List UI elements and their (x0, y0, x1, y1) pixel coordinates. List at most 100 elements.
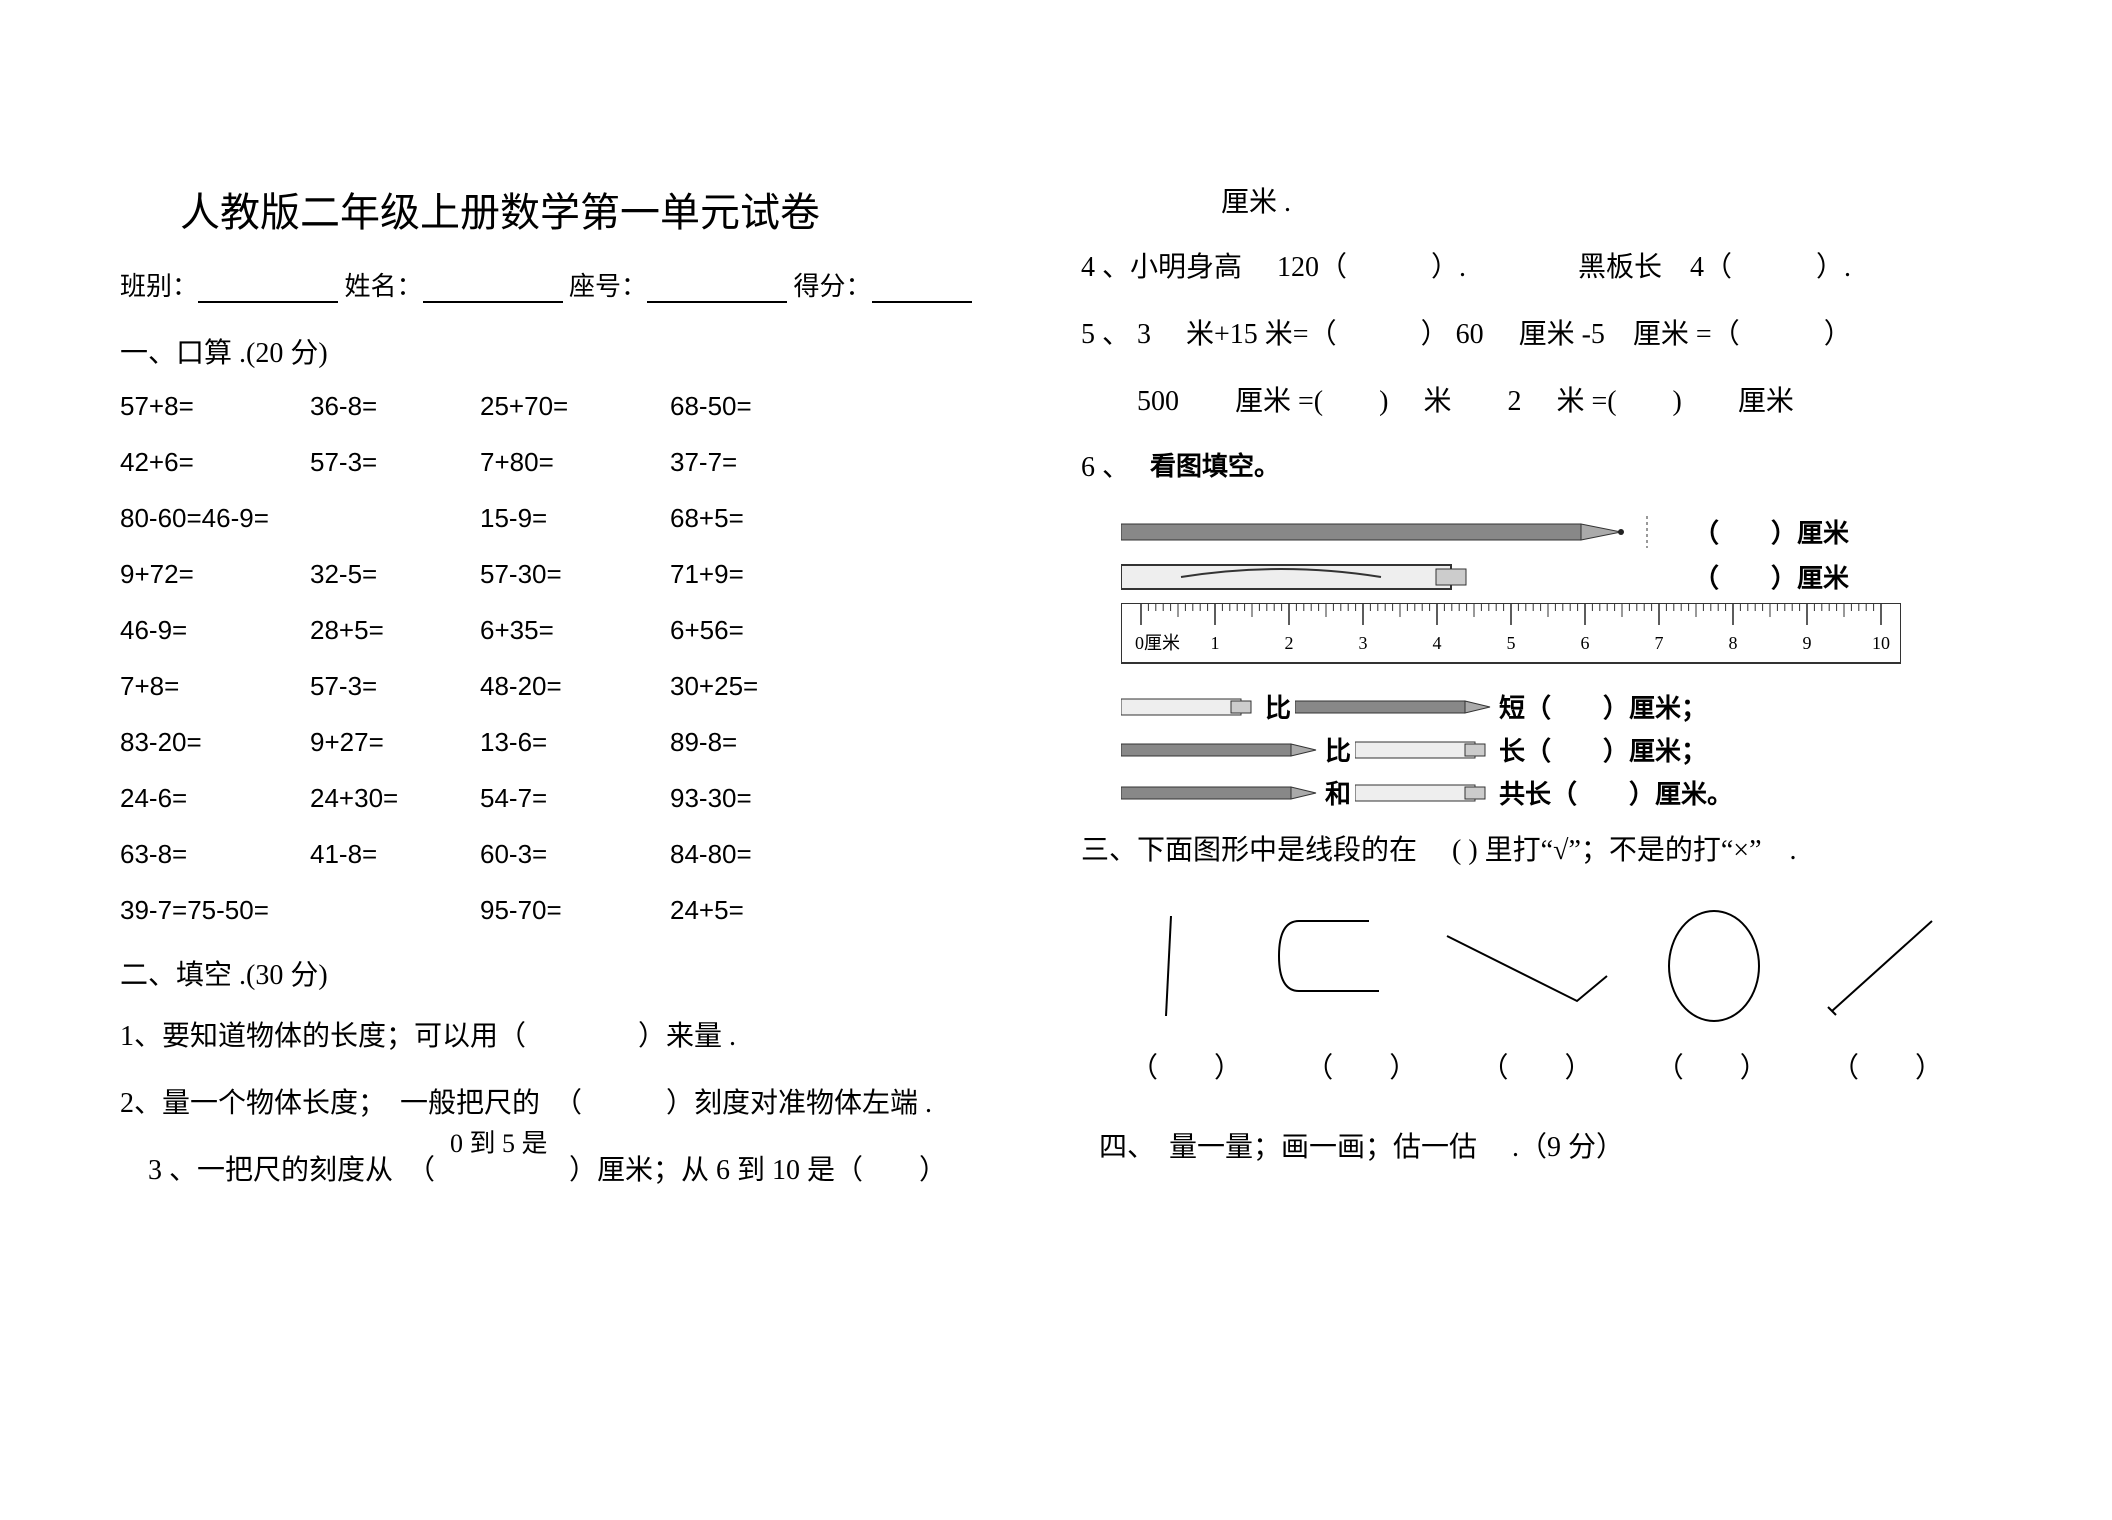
shape-ellipse-icon (1654, 906, 1774, 1026)
math-cell: 24-6= (120, 785, 310, 811)
math-cell: 93-30= (670, 785, 840, 811)
cm-continuation: 厘米 . (1081, 180, 1992, 220)
math-cell: 46-9= (120, 617, 310, 643)
knife-row: （ ）厘米 (1121, 558, 1961, 595)
q2-3-mid: 0 到 5 是 (450, 1123, 548, 1165)
math-cell: 84-80= (670, 841, 840, 867)
svg-text:10: 10 (1872, 633, 1890, 653)
shape-diagonal-segment-icon (1812, 906, 1952, 1026)
math-cell: 57-3= (310, 673, 480, 699)
figure-6: （ ）厘米 （ ）厘米 0厘米12345678910 (1121, 513, 1961, 811)
math-cell: 95-70= (480, 897, 670, 923)
pencil-cm-label: （ ）厘米 (1693, 513, 1849, 550)
ruler: 0厘米12345678910 (1121, 603, 1961, 678)
math-cell: 37-7= (670, 449, 840, 475)
shape-s-curve-icon (1259, 906, 1399, 1026)
svg-text:5: 5 (1507, 633, 1516, 653)
math-row: 42+6= 57-3= 7+80= 37-7= (120, 449, 1031, 475)
math-cell: 57-30= (480, 561, 670, 587)
cmp1-b: 短（ ）厘米； (1499, 688, 1707, 725)
math-cell: 63-8= (120, 841, 310, 867)
pencil-icon (1121, 516, 1641, 548)
q2-4: 4 、小明身高 120（ ）. 黑板长 4（ ）. (1081, 246, 1992, 291)
svg-text:1: 1 (1211, 633, 1220, 653)
math-cell: 7+8= (120, 673, 310, 699)
left-column: 人教版二年级上册数学第一单元试卷 班别： 姓名： 座号： 得分： 一、口算 .(… (120, 180, 1061, 1215)
math-row: 80-60=46-9= 15-9= 68+5= (120, 505, 1031, 531)
q2-3a: 3 、一把尺的刻度从 （ (120, 1155, 435, 1186)
svg-text:8: 8 (1729, 633, 1738, 653)
math-cell: 60-3= (480, 841, 670, 867)
cmp1-a: 比 (1265, 688, 1291, 725)
math-cell: 39-7=75-50= (120, 897, 480, 923)
shape-vertical-line-icon (1121, 906, 1221, 1026)
math-cell: 71+9= (670, 561, 840, 587)
svg-text:4: 4 (1433, 633, 1442, 653)
math-row: 24-6= 24+30= 54-7= 93-30= (120, 785, 1031, 811)
small-knife-icon (1121, 695, 1261, 719)
shapes-row (1081, 896, 1992, 1036)
cmp3-b: 共长（ ）厘米。 (1499, 774, 1733, 811)
math-cell: 24+30= (310, 785, 480, 811)
svg-text:2: 2 (1285, 633, 1294, 653)
math-cell: 68-50= (670, 393, 840, 419)
math-cell: 89-8= (670, 729, 840, 755)
paren-blank[interactable]: （ ） (1822, 1046, 1952, 1086)
q6-num: 6 、 (1081, 446, 1130, 491)
seat-label: 座号： (569, 272, 647, 301)
exam-title: 人教版二年级上册数学第一单元试卷 (120, 180, 1031, 238)
section4-title: 四、 量一量；画一画；估一估 .（9 分） (1081, 1126, 1992, 1171)
math-row: 57+8= 36-8= 25+70= 68-50= (120, 393, 1031, 419)
math-row: 39-7=75-50= 95-70= 24+5= (120, 897, 1031, 923)
name-blank[interactable] (423, 281, 563, 303)
right-column: 厘米 . 4 、小明身高 120（ ）. 黑板长 4（ ）. 5 、 3 米+1… (1061, 180, 1992, 1215)
q2-6: 6 、 看图填空。 (1081, 446, 1992, 491)
score-blank[interactable] (872, 281, 972, 303)
math-cell: 68+5= (670, 505, 840, 531)
svg-text:0厘米: 0厘米 (1135, 633, 1180, 653)
paren-blank[interactable]: （ ） (1472, 1046, 1602, 1086)
cmp2-a: 比 (1325, 731, 1351, 768)
q2-3: 3 、一把尺的刻度从 （ 0 到 5 是 ）厘米；从 6 到 10 是（ ） (120, 1149, 1031, 1194)
class-label: 班别： (120, 272, 198, 301)
math-cell: 9+72= (120, 561, 310, 587)
small-pencil-icon (1295, 695, 1495, 719)
class-blank[interactable] (198, 281, 338, 303)
fig-title: 看图填空。 (1150, 446, 1280, 488)
q2-3b: ）厘米；从 6 到 10 是（ ） (569, 1155, 947, 1186)
math-cell: 24+5= (670, 897, 840, 923)
math-cell: 41-8= (310, 841, 480, 867)
q2-1: 1、要知道物体的长度；可以用（ ）来量 . (120, 1015, 1031, 1060)
svg-text:3: 3 (1359, 633, 1368, 653)
paren-blank[interactable]: （ ） (1647, 1046, 1777, 1086)
page: 人教版二年级上册数学第一单元试卷 班别： 姓名： 座号： 得分： 一、口算 .(… (0, 0, 2112, 1275)
math-row: 83-20= 9+27= 13-6= 89-8= (120, 729, 1031, 755)
math-cell: 57+8= (120, 393, 310, 419)
math-cell: 36-8= (310, 393, 480, 419)
cmp-row-3: 和 共长（ ）厘米。 (1121, 774, 1961, 811)
math-cell: 28+5= (310, 617, 480, 643)
dotted-line-icon (1641, 516, 1681, 548)
student-info-line: 班别： 姓名： 座号： 得分： (120, 266, 1031, 303)
math-cell: 57-3= (310, 449, 480, 475)
math-cell: 80-60=46-9= (120, 505, 480, 531)
pencil-row: （ ）厘米 (1121, 513, 1961, 550)
small-pencil-icon (1121, 738, 1321, 762)
knife-cm-label: （ ）厘米 (1693, 558, 1849, 595)
paren-blank[interactable]: （ ） (1296, 1046, 1426, 1086)
q2-2: 2、量一个物体长度； 一般把尺的 （ ）刻度对准物体左端 . (120, 1082, 1031, 1127)
score-label: 得分： (794, 272, 872, 301)
math-cell: 15-9= (480, 505, 670, 531)
seat-blank[interactable] (647, 281, 787, 303)
paren-blank[interactable]: （ ） (1121, 1046, 1251, 1086)
small-knife-icon (1355, 738, 1495, 762)
math-cell: 13-6= (480, 729, 670, 755)
section1-title: 一、口算 .(20 分) (120, 331, 1031, 371)
math-cell: 25+70= (480, 393, 670, 419)
math-cell: 54-7= (480, 785, 670, 811)
svg-text:9: 9 (1803, 633, 1812, 653)
section3-title: 三、下面图形中是线段的在 ( ) 里打“√”；不是的打“×” . (1081, 829, 1992, 874)
math-row: 9+72= 32-5= 57-30= 71+9= (120, 561, 1031, 587)
math-row: 7+8= 57-3= 48-20= 30+25= (120, 673, 1031, 699)
math-cell: 42+6= (120, 449, 310, 475)
